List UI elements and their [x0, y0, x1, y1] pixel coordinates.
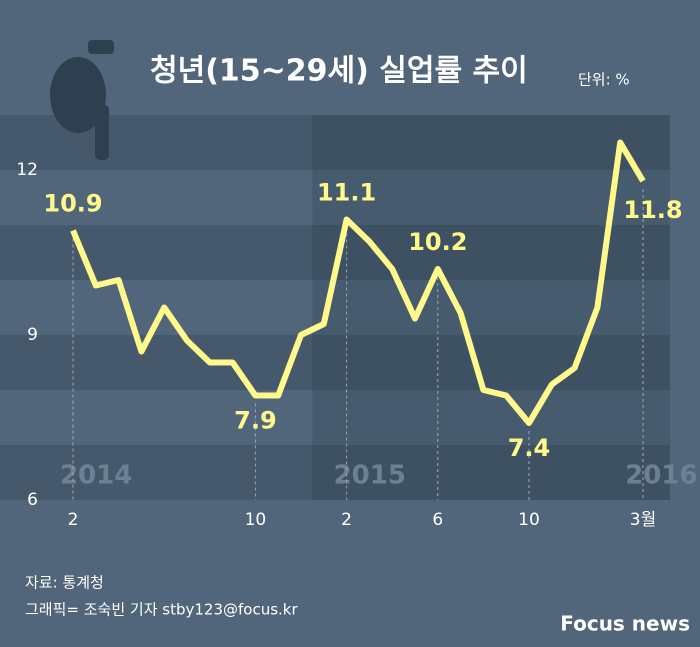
- x-tick-label: 2: [341, 510, 352, 530]
- source: 자료: 통계청: [25, 574, 104, 592]
- data-label: 11.8: [623, 196, 682, 224]
- x-tick-label: 10: [245, 510, 267, 530]
- band: [0, 445, 670, 500]
- x-tick-label: 2: [68, 510, 79, 530]
- year-label: 2015: [334, 461, 406, 491]
- chart-title: 청년(15~29세) 실업률 추이: [150, 54, 528, 89]
- x-tick-label: 10: [518, 510, 540, 530]
- x-tick-label: 6: [432, 510, 443, 530]
- data-label: 7.4: [508, 434, 551, 462]
- data-label: 11.1: [317, 179, 376, 207]
- icon: [50, 40, 114, 160]
- year-label: 2016: [625, 461, 697, 491]
- year-region: [312, 115, 586, 500]
- data-label: 7.9: [234, 407, 277, 435]
- x-tick-label: 3월: [630, 510, 656, 530]
- band: [0, 115, 670, 170]
- line: [70, 139, 646, 426]
- logo: Focus news: [560, 612, 690, 636]
- y-tick-label: 12: [16, 160, 38, 180]
- y-tick-label: 9: [27, 325, 38, 345]
- year-label: 2014: [60, 461, 132, 491]
- data-label: 10.9: [43, 190, 102, 218]
- data-label: 10.2: [408, 228, 467, 256]
- y-tick-label: 6: [27, 490, 38, 510]
- unit-label: 단위: %: [578, 71, 630, 89]
- background-bands: [0, 115, 670, 500]
- credit: 그래픽= 조숙빈 기자 stby123@focus.kr: [25, 601, 298, 619]
